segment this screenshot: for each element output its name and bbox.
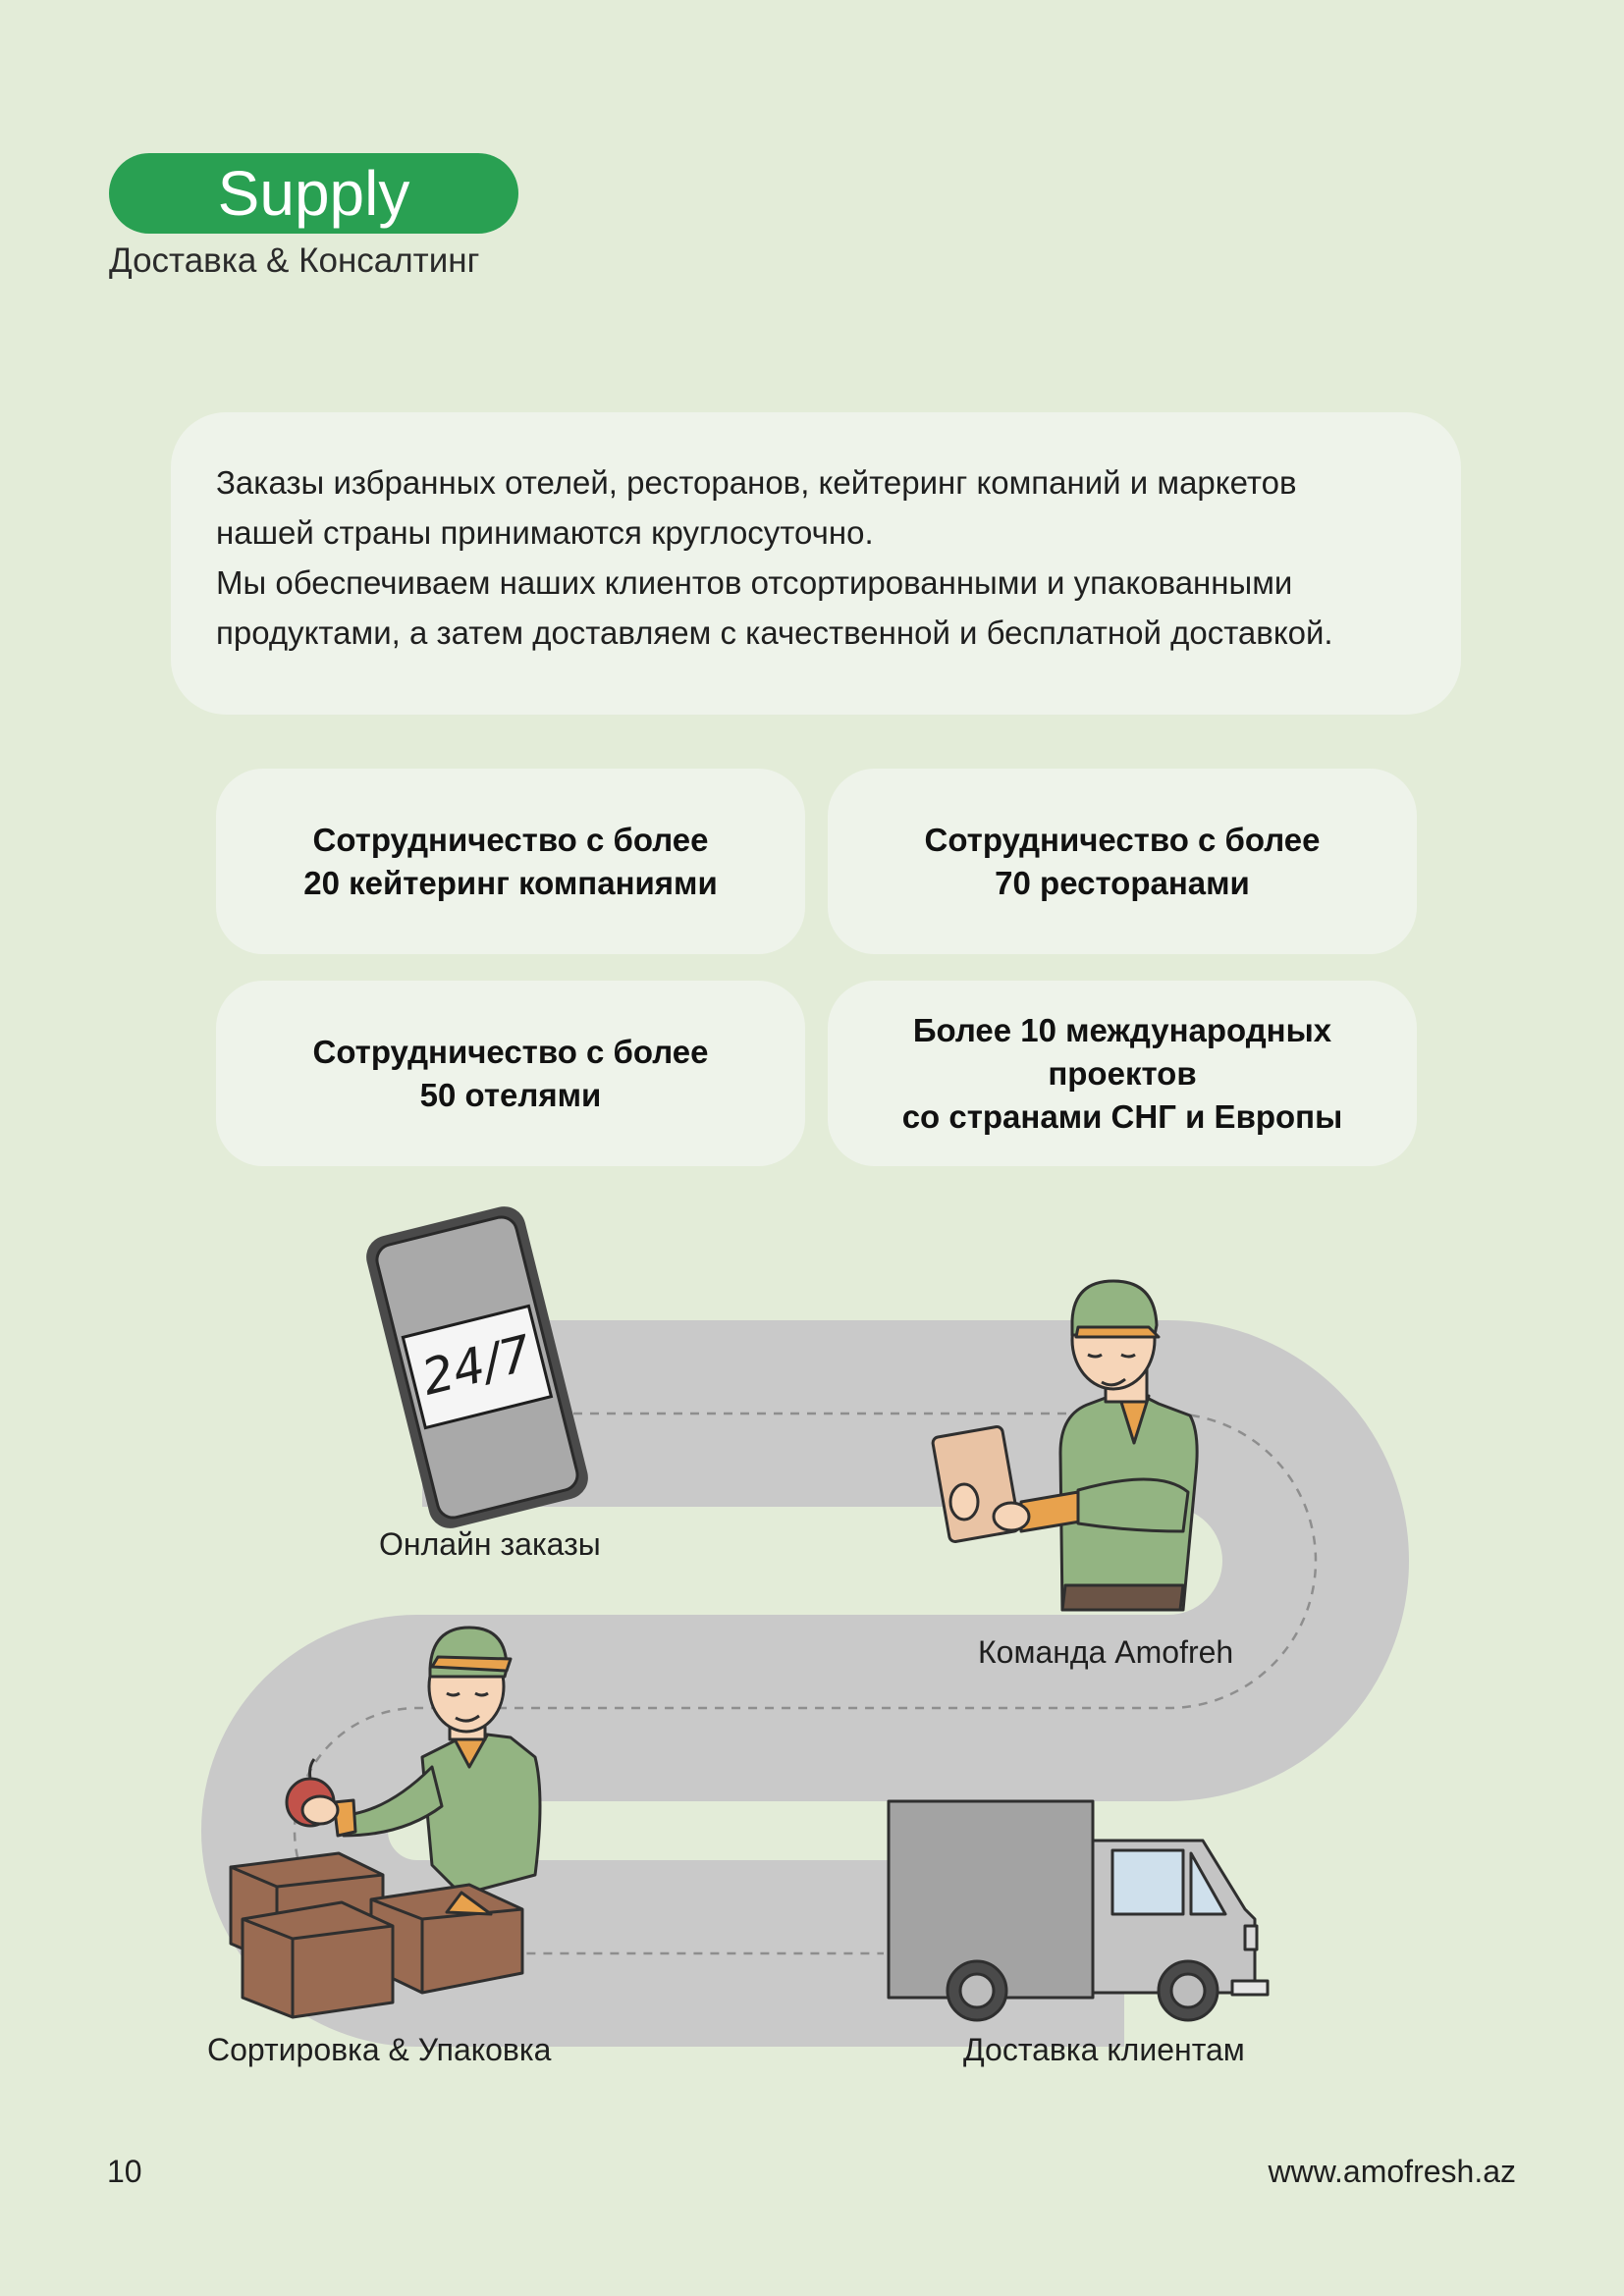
stat-card-text: Более 10 международных проектов со стран… [901, 1011, 1343, 1135]
section-subtitle: Доставка & Консалтинг [109, 241, 480, 280]
packing-worker-icon [332, 1626, 542, 1896]
section-badge-label: Supply [217, 158, 410, 229]
stat-card-hotels: Сотрудничество с более 50 отелями [216, 981, 805, 1166]
box-icon [229, 1851, 524, 2019]
stat-card-catering: Сотрудничество с более 20 кейтеринг комп… [216, 769, 805, 954]
stat-card-restaurants: Сотрудничество с более 70 ресторанами [828, 769, 1417, 954]
apple-icon [285, 1758, 340, 1828]
intro-line: Заказы избранных отелей, ресторанов, кей… [216, 464, 1297, 501]
step-label-delivery: Доставка клиентам [963, 2032, 1245, 2067]
intro-line: нашей страны принимаются круглосуточно. [216, 514, 874, 551]
intro-card: Заказы избранных отелей, ресторанов, кей… [171, 412, 1461, 715]
stat-card-text: Сотрудничество с более 70 ресторанами [924, 821, 1321, 901]
stat-card-international: Более 10 международных проектов со стран… [828, 981, 1417, 1166]
intro-line: Мы обеспечиваем наших клиентов отсортиро… [216, 564, 1293, 601]
website-link[interactable]: www.amofresh.az [1268, 2154, 1516, 2189]
truck-icon [887, 1799, 1270, 2022]
stat-card-text: Сотрудничество с более 20 кейтеринг комп… [303, 821, 718, 901]
phone-icon: 24/7 [366, 1206, 588, 1528]
step-label-team: Команда Amofreh [978, 1634, 1234, 1670]
page-number: 10 [107, 2154, 142, 2189]
stat-card-text: Сотрудничество с более 50 отелями [312, 1033, 709, 1113]
step-label-online-orders: Онлайн заказы [379, 1526, 601, 1562]
section-badge: Supply [109, 153, 518, 234]
worker-icon [931, 1279, 1199, 1612]
intro-line: продуктами, а затем доставляем с качеств… [216, 614, 1333, 651]
step-label-sorting-packing: Сортировка & Упаковка [207, 2032, 552, 2067]
